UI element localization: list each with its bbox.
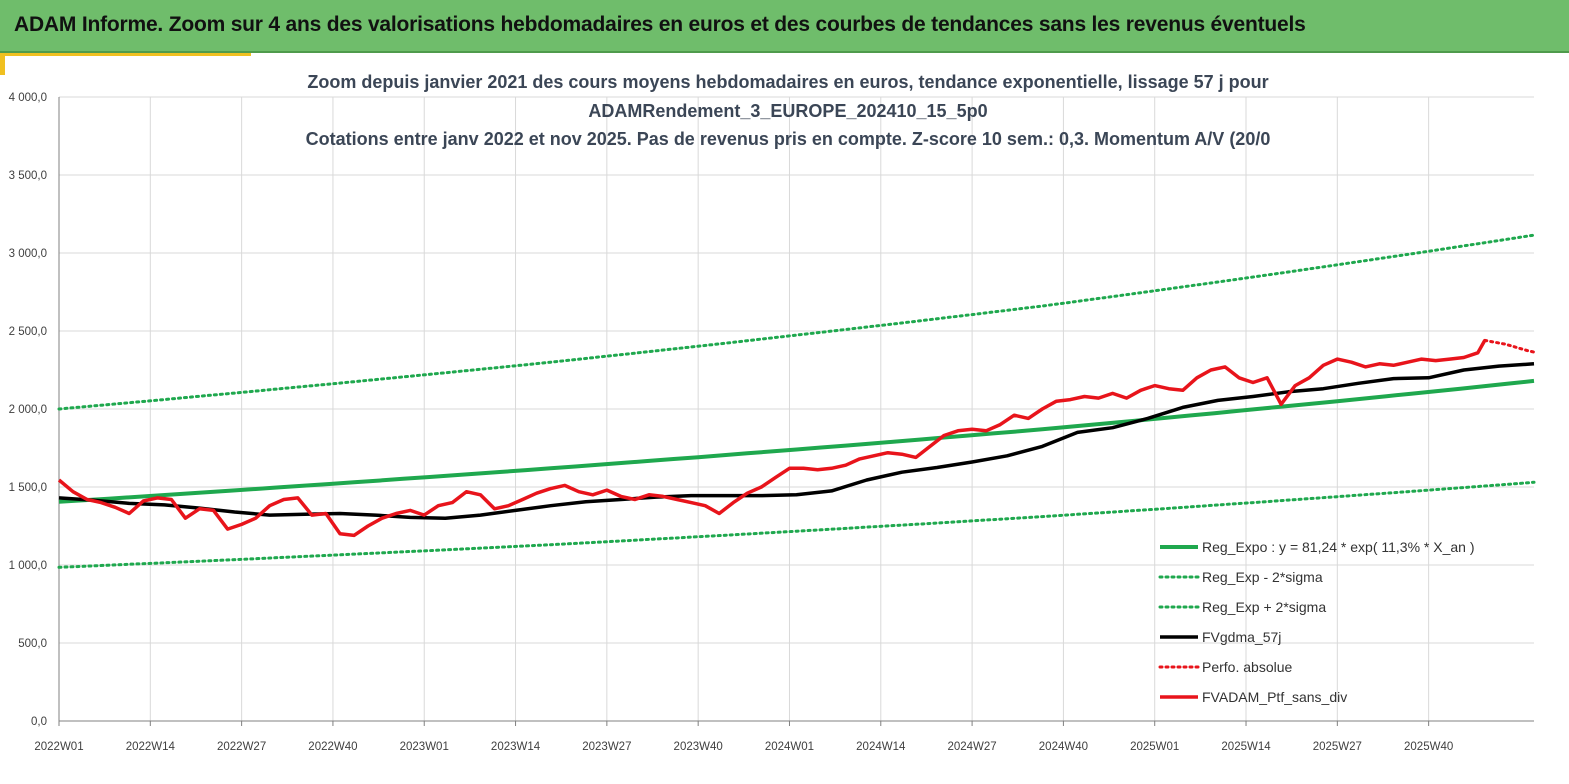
legend-label-fvgdma-57j: FVgdma_57j xyxy=(1202,629,1281,645)
y-tick-label: 500,0 xyxy=(18,638,47,650)
x-tick-label: 2025W27 xyxy=(1313,741,1362,753)
series-line-fvgdma-57j xyxy=(58,362,1535,520)
y-tick-label: 2 000,0 xyxy=(9,404,47,416)
x-tick-label: 2024W27 xyxy=(947,741,996,753)
x-tick-label: 2024W40 xyxy=(1039,741,1088,753)
line-chart: Zoom depuis janvier 2021 des cours moyen… xyxy=(9,72,1536,753)
x-tick-label: 2025W40 xyxy=(1404,741,1453,753)
series-line-reg-expo-y-81-24-exp-11-3-x-an xyxy=(58,378,1535,504)
x-tick-label: 2025W01 xyxy=(1130,741,1179,753)
y-tick-label: 1 500,0 xyxy=(9,482,47,494)
series-line-fvadam-ptf-sans-div xyxy=(57,339,1487,538)
y-tick-label: 3 000,0 xyxy=(9,248,47,260)
x-tick-label: 2023W40 xyxy=(674,741,723,753)
legend-label-reg-expo-y-81-24-exp-11-3-x-an: Reg_Expo : y = 81,24 * exp( 11,3% * X_an… xyxy=(1202,539,1475,555)
y-tick-label: 2 500,0 xyxy=(9,326,47,338)
series xyxy=(57,233,1536,569)
page-title: ADAM Informe. Zoom sur 4 ans des valoris… xyxy=(14,13,1306,36)
chart-title-line-2: ADAMRendement_3_EUROPE_202410_15_5p0 xyxy=(588,101,987,121)
x-tick-label: 2024W01 xyxy=(765,741,814,753)
x-tick-label: 2022W27 xyxy=(217,741,266,753)
legend-label-reg-exp-2-sigma: Reg_Exp - 2*sigma xyxy=(1202,569,1323,585)
x-tick-label: 2023W27 xyxy=(582,741,631,753)
series-line-perfo-absolue xyxy=(1483,338,1536,354)
y-tick-label: 1 000,0 xyxy=(9,560,47,572)
accent-bar-top xyxy=(5,53,251,56)
accent-bar-left xyxy=(0,53,5,75)
chart-title-line-1: Zoom depuis janvier 2021 des cours moyen… xyxy=(307,72,1268,92)
legend-label-perfo-absolue: Perfo. absolue xyxy=(1202,659,1292,675)
y-tick-label: 0,0 xyxy=(31,716,47,728)
grid xyxy=(58,96,1534,722)
legend: Reg_Expo : y = 81,24 * exp( 11,3% * X_an… xyxy=(1158,539,1475,705)
series-line-reg-exp-2-sigma xyxy=(57,233,1536,411)
y-tick-label: 3 500,0 xyxy=(9,170,47,182)
x-tick-label: 2023W14 xyxy=(491,741,541,753)
x-tick-label: 2022W01 xyxy=(34,741,83,753)
x-tick-label: 2022W14 xyxy=(126,741,176,753)
x-tick-label: 2022W40 xyxy=(308,741,357,753)
x-tick-label: 2024W14 xyxy=(856,741,906,753)
chart-title-line-3: Cotations entre janv 2022 et nov 2025. P… xyxy=(306,129,1271,149)
x-tick-label: 2023W01 xyxy=(400,741,449,753)
axes: Zoom depuis janvier 2021 des cours moyen… xyxy=(9,72,1534,753)
legend-label-reg-exp-2-sigma: Reg_Exp + 2*sigma xyxy=(1202,599,1326,615)
header-banner: ADAM Informe. Zoom sur 4 ans des valoris… xyxy=(0,0,1569,53)
x-tick-label: 2025W14 xyxy=(1221,741,1271,753)
series-line-reg-exp-2-sigma xyxy=(57,480,1536,569)
legend-label-fvadam-ptf-sans-div: FVADAM_Ptf_sans_div xyxy=(1202,689,1347,705)
y-tick-label: 4 000,0 xyxy=(9,92,47,104)
